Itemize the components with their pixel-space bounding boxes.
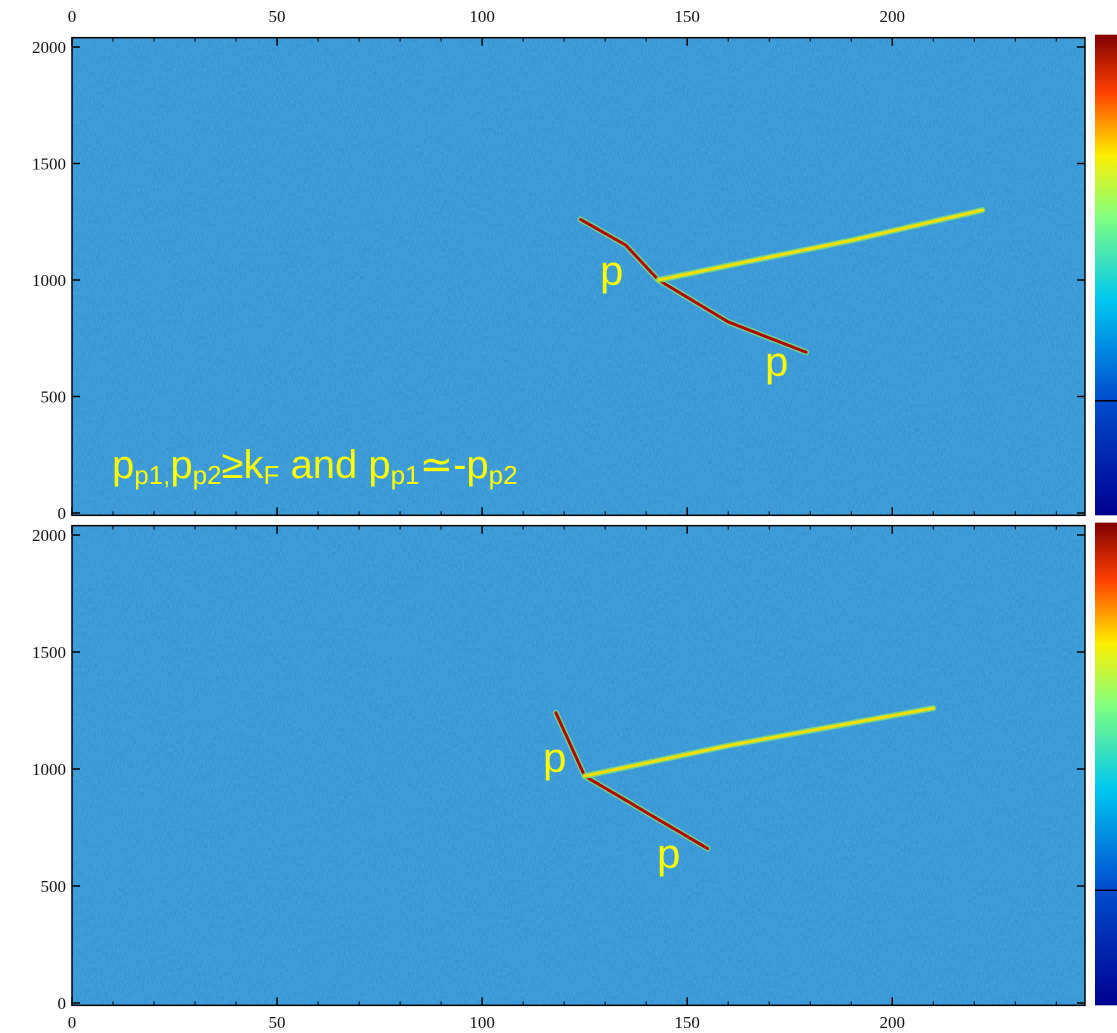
y-tick-label: 2000 xyxy=(32,38,66,57)
particle-label: p xyxy=(765,338,788,385)
annotation-part: ≥k xyxy=(222,443,265,487)
y-tick-label: 2000 xyxy=(32,526,66,545)
annotation-part: F xyxy=(264,460,280,490)
annotation-part: p2 xyxy=(193,460,222,490)
y-tick-label: 1500 xyxy=(32,155,66,174)
annotation-part: ≃-p xyxy=(420,443,489,487)
y-tick-label: 1000 xyxy=(32,760,66,779)
particle-label: p xyxy=(543,734,566,781)
x-tick-label: 0 xyxy=(68,7,77,26)
track xyxy=(656,208,984,282)
y-tick-label: 500 xyxy=(41,877,67,896)
annotation-part: p xyxy=(170,443,192,487)
particle-label: p xyxy=(657,830,680,877)
colorbar xyxy=(1095,34,1117,516)
x-tick-label: 50 xyxy=(269,7,286,26)
x-tick-label: 50 xyxy=(269,1013,286,1032)
x-tick-label: 200 xyxy=(879,1013,905,1032)
y-tick-label: 0 xyxy=(58,994,67,1013)
panel-frame xyxy=(71,524,1086,1007)
x-tick-label: 150 xyxy=(674,1013,700,1032)
y-tick-label: 1000 xyxy=(32,271,66,290)
annotation-part: p2 xyxy=(489,460,518,490)
annotation: pp1,pp2≥kF and pp1≃-pp2 xyxy=(112,443,518,490)
colorbar xyxy=(1095,522,1117,1006)
particle-label: p xyxy=(600,247,623,294)
x-tick-label: 100 xyxy=(469,1013,495,1032)
y-tick-label: 500 xyxy=(41,388,67,407)
annotation-part: p1 xyxy=(391,460,420,490)
annotation-part: p1, xyxy=(134,460,170,490)
x-tick-label: 0 xyxy=(68,1013,77,1032)
panel-noise xyxy=(72,37,1085,516)
track xyxy=(583,706,935,778)
x-tick-label: 200 xyxy=(879,7,905,26)
x-tick-label: 100 xyxy=(469,7,495,26)
annotation-part: and p xyxy=(279,443,390,487)
panel-frame xyxy=(71,36,1086,517)
x-tick-label: 150 xyxy=(674,7,700,26)
annotation-part: p xyxy=(112,443,134,487)
y-tick-label: 0 xyxy=(58,504,67,523)
y-tick-label: 1500 xyxy=(32,643,66,662)
